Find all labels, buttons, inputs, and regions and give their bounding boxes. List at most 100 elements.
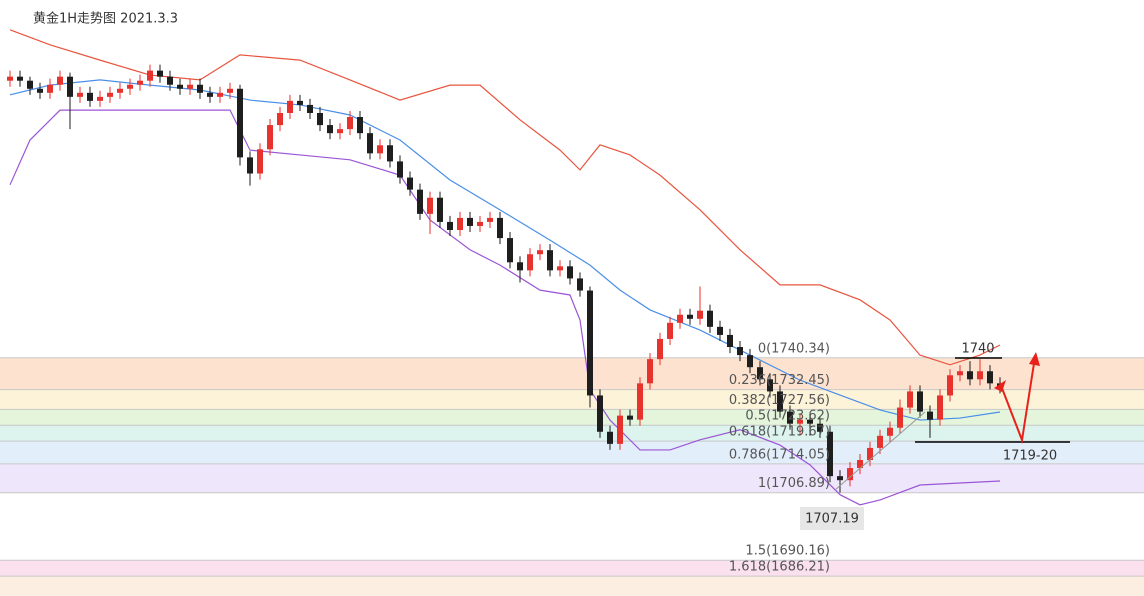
- candle-body: [827, 431, 833, 477]
- candle-body: [107, 92, 113, 97]
- arrow-head: [1029, 352, 1040, 366]
- candle-body: [697, 310, 703, 319]
- candle-body: [357, 117, 363, 134]
- candle-body: [137, 80, 143, 85]
- band-lines: [9, 29, 1001, 506]
- label-box: [800, 507, 864, 530]
- candle-body: [117, 88, 123, 93]
- fib-zones: [0, 357, 1144, 596]
- candle-body: [817, 423, 823, 432]
- candle-body: [847, 468, 853, 481]
- candle-body: [977, 371, 983, 380]
- candle-body: [457, 217, 463, 231]
- annotation: 1740: [961, 342, 994, 357]
- candle-body: [157, 70, 163, 77]
- candle-body: [517, 262, 523, 271]
- candle-body: [387, 145, 393, 162]
- fib-label: 1.5(1690.16): [745, 544, 830, 559]
- fib-zone: [0, 492, 1144, 561]
- fib-label: 0.236(1732.45): [729, 373, 830, 388]
- fib-label: 1(1706.89): [758, 476, 830, 491]
- candle-body: [287, 100, 293, 113]
- candle-body: [57, 76, 63, 85]
- candle-body: [737, 347, 743, 356]
- candle-body: [617, 415, 623, 444]
- candle-body: [537, 250, 543, 255]
- candle-body: [477, 221, 483, 226]
- fib-zone: [0, 357, 1144, 390]
- fib-label: 1.618(1686.21): [729, 560, 830, 575]
- candle-body: [147, 70, 153, 81]
- candle-body: [67, 76, 73, 97]
- fib-label: 0.5(1723.62): [745, 409, 830, 424]
- candle-body: [327, 125, 333, 134]
- candle-body: [247, 157, 253, 174]
- candle-body: [927, 411, 933, 420]
- candle-body: [297, 100, 303, 105]
- candle-body: [87, 92, 93, 101]
- candle-body: [207, 92, 213, 97]
- candle-body: [587, 290, 593, 396]
- fib-labels: 0(1740.34)0.236(1732.45)0.382(1727.56)0.…: [729, 341, 830, 574]
- candle-body: [427, 197, 433, 214]
- candle-body: [467, 217, 473, 226]
- candle-body: [397, 161, 403, 178]
- candle-body: [937, 395, 943, 420]
- candle-body: [37, 88, 43, 93]
- fib-zone: [0, 560, 1144, 577]
- forecast-arrow: [999, 356, 1036, 444]
- candle-body: [307, 104, 313, 113]
- candle-body: [667, 322, 673, 339]
- candle-body: [747, 355, 753, 368]
- fib-zone: [0, 441, 1144, 464]
- candle-body: [337, 129, 343, 134]
- candle-body: [607, 431, 613, 444]
- candle-body: [127, 84, 133, 89]
- fib-label: 0.618(1719.67): [729, 425, 830, 440]
- candle-body: [707, 310, 713, 327]
- fib-zone: [0, 425, 1144, 442]
- candle-body: [177, 84, 183, 89]
- candle-body: [557, 266, 563, 271]
- candle-body: [97, 96, 103, 101]
- candles: [7, 64, 1003, 493]
- candle-body: [917, 391, 923, 412]
- candle-body: [877, 435, 883, 448]
- candle-body: [317, 112, 323, 126]
- candle-body: [597, 395, 603, 432]
- candle-body: [547, 250, 553, 271]
- candle-body: [577, 278, 583, 291]
- annotation: 1719-20: [1003, 449, 1057, 464]
- fib-zone: [0, 463, 1144, 493]
- candle-body: [797, 419, 803, 424]
- candle-body: [17, 76, 23, 81]
- candle-body: [347, 117, 353, 130]
- fib-label: 0.786(1714.05): [729, 447, 830, 462]
- candle-body: [227, 88, 233, 93]
- candle-body: [647, 359, 653, 384]
- candle-body: [437, 197, 443, 222]
- candle-body: [677, 314, 683, 323]
- fib-label: 0(1740.34): [758, 341, 830, 356]
- candle-body: [807, 419, 813, 424]
- candle-body: [897, 407, 903, 428]
- candle-body: [487, 217, 493, 222]
- arrow-head: [994, 380, 1006, 392]
- candle-body: [267, 125, 273, 150]
- candle-body: [777, 391, 783, 412]
- candle-body: [627, 415, 633, 420]
- candle-body: [567, 266, 573, 279]
- candle-body: [787, 411, 793, 424]
- candle-body: [197, 84, 203, 93]
- band-line: [9, 109, 1001, 506]
- candle-body: [27, 80, 33, 89]
- candle-body: [367, 133, 373, 154]
- candle-body: [217, 92, 223, 97]
- trend-line: [834, 411, 926, 491]
- candle-body: [187, 84, 193, 89]
- annotation: 1707.19: [805, 512, 859, 527]
- candle-body: [867, 447, 873, 461]
- candle-body: [257, 149, 263, 174]
